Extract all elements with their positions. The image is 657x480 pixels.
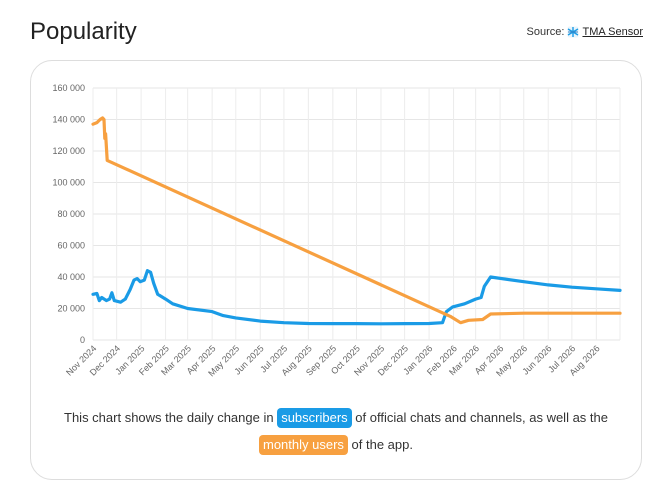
y-tick-label: 20 000 bbox=[57, 304, 85, 314]
page-title: Popularity bbox=[30, 18, 137, 45]
subscribers-badge: subscribers bbox=[277, 408, 352, 428]
y-tick-label: 120 000 bbox=[52, 146, 85, 156]
y-tick-label: 100 000 bbox=[52, 178, 85, 188]
y-tick-label: 60 000 bbox=[57, 241, 85, 251]
source-prefix: Source: bbox=[526, 26, 565, 38]
tma-sensor-logo-icon bbox=[567, 26, 579, 38]
chart-caption: This chart shows the daily change in sub… bbox=[30, 404, 642, 458]
caption-part3: of the app. bbox=[351, 437, 413, 452]
y-tick-label: 80 000 bbox=[57, 209, 85, 219]
source-link[interactable]: TMA Sensor bbox=[582, 26, 643, 38]
caption-part1: This chart shows the daily change in bbox=[64, 410, 274, 425]
y-tick-label: 40 000 bbox=[57, 272, 85, 282]
monthly-users-badge: monthly users bbox=[259, 435, 348, 455]
source-attribution: Source: TMA Sensor bbox=[527, 26, 643, 38]
y-tick-label: 140 000 bbox=[52, 115, 85, 125]
series-line-monthly-users bbox=[91, 116, 622, 325]
popularity-chart: 0 20 000 40 000 60 000 80 000 100 000 120 000 1… bbox=[52, 83, 622, 378]
y-tick-label: 0 bbox=[80, 335, 85, 345]
caption-part2: of official chats and channels, as well … bbox=[355, 410, 608, 425]
y-tick-label: 160 000 bbox=[52, 83, 85, 93]
series-line-subscribers bbox=[91, 269, 622, 326]
